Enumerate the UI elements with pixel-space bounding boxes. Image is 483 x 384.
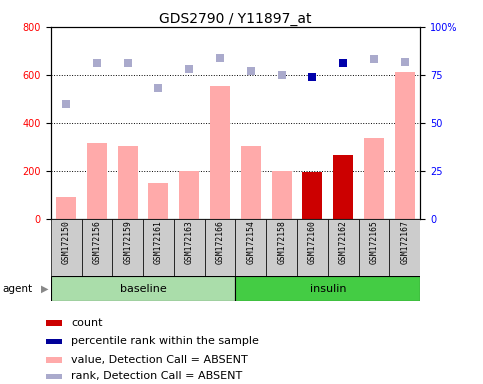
Bar xyxy=(143,219,174,276)
Point xyxy=(155,85,162,91)
Point xyxy=(247,68,255,74)
Bar xyxy=(148,183,169,219)
Point xyxy=(62,101,70,107)
Bar xyxy=(395,73,415,219)
Bar xyxy=(112,219,143,276)
Bar xyxy=(333,155,353,219)
Bar xyxy=(266,219,297,276)
Bar xyxy=(56,197,76,219)
Point xyxy=(124,60,131,66)
Text: GSM172159: GSM172159 xyxy=(123,220,132,265)
Point xyxy=(278,72,285,78)
Bar xyxy=(236,219,266,276)
Bar xyxy=(46,339,62,344)
Point xyxy=(216,55,224,61)
Bar xyxy=(271,171,292,219)
Bar xyxy=(364,139,384,219)
Bar xyxy=(46,374,62,379)
Text: GSM172158: GSM172158 xyxy=(277,220,286,265)
Text: percentile rank within the sample: percentile rank within the sample xyxy=(71,336,259,346)
Point xyxy=(185,66,193,72)
Point xyxy=(93,60,101,66)
Bar xyxy=(210,86,230,219)
Bar xyxy=(236,276,420,301)
Bar xyxy=(389,219,420,276)
Bar xyxy=(205,219,236,276)
Point xyxy=(370,56,378,62)
Bar xyxy=(297,219,328,276)
Text: GSM172160: GSM172160 xyxy=(308,220,317,265)
Point xyxy=(309,74,316,80)
Bar xyxy=(241,146,261,219)
Bar xyxy=(328,219,358,276)
Bar xyxy=(51,276,236,301)
Text: ▶: ▶ xyxy=(41,284,49,294)
Bar xyxy=(302,172,323,219)
Title: GDS2790 / Y11897_at: GDS2790 / Y11897_at xyxy=(159,12,312,26)
Text: GSM172167: GSM172167 xyxy=(400,220,409,265)
Bar xyxy=(118,146,138,219)
Bar xyxy=(87,143,107,219)
Text: rank, Detection Call = ABSENT: rank, Detection Call = ABSENT xyxy=(71,371,242,381)
Text: GSM172165: GSM172165 xyxy=(369,220,379,265)
Text: GSM172154: GSM172154 xyxy=(246,220,256,265)
Point xyxy=(401,59,409,65)
Bar xyxy=(179,171,199,219)
Text: GSM172163: GSM172163 xyxy=(185,220,194,265)
Bar xyxy=(46,320,62,326)
Text: GSM172150: GSM172150 xyxy=(62,220,71,265)
Text: GSM172166: GSM172166 xyxy=(215,220,225,265)
Bar xyxy=(46,357,62,362)
Point xyxy=(340,60,347,66)
Bar xyxy=(174,219,205,276)
Bar xyxy=(82,219,112,276)
Bar xyxy=(51,219,82,276)
Text: insulin: insulin xyxy=(310,284,346,294)
Text: GSM172161: GSM172161 xyxy=(154,220,163,265)
Text: GSM172156: GSM172156 xyxy=(92,220,101,265)
Bar xyxy=(358,219,389,276)
Text: value, Detection Call = ABSENT: value, Detection Call = ABSENT xyxy=(71,354,248,364)
Text: GSM172162: GSM172162 xyxy=(339,220,348,265)
Text: agent: agent xyxy=(2,284,32,294)
Text: count: count xyxy=(71,318,102,328)
Text: baseline: baseline xyxy=(120,284,167,294)
